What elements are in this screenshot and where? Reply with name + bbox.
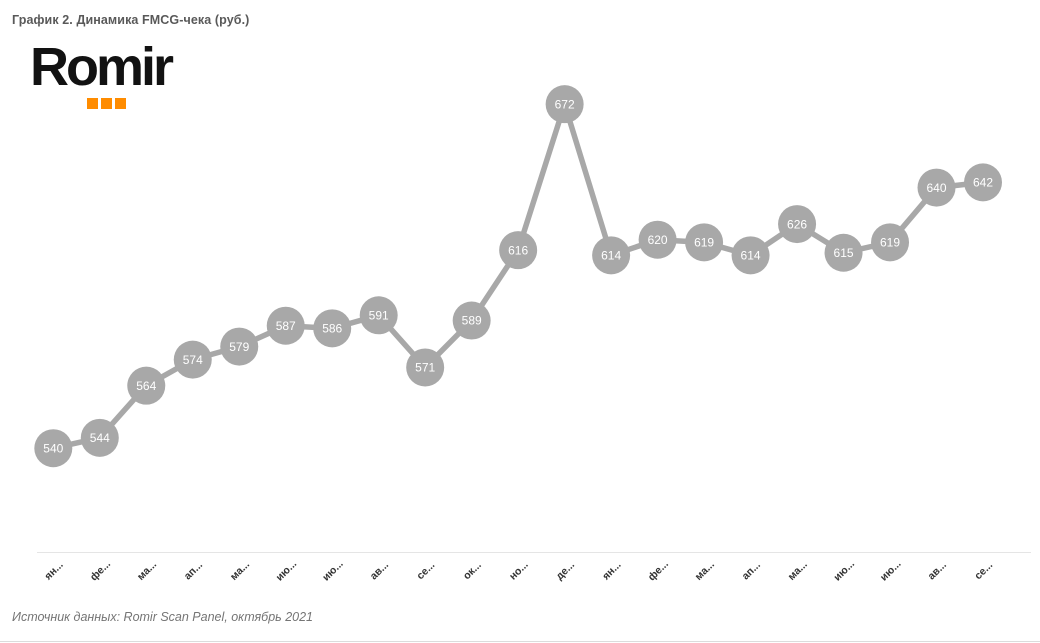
data-point-marker[interactable] [406,348,445,387]
x-axis-label: ав... [926,559,949,582]
x-axis-label: ап... [740,559,763,582]
logo-dot [87,98,98,109]
data-point-value: 587 [276,319,296,333]
data-point[interactable]: 614 [731,236,770,275]
data-point-value: 586 [322,322,342,336]
data-point-value: 579 [229,340,249,354]
data-point[interactable]: 619 [685,223,724,262]
data-point-marker[interactable] [731,236,770,275]
x-axis-label: де... [554,559,578,583]
data-point-marker[interactable] [313,309,352,348]
data-point-marker[interactable] [220,327,259,366]
data-point-value: 589 [462,314,482,328]
x-axis-label: ию... [878,558,904,584]
data-point-marker[interactable] [359,296,398,335]
data-point[interactable]: 540 [34,429,73,468]
data-point[interactable]: 616 [499,231,538,270]
data-point-marker[interactable] [685,223,724,262]
data-point[interactable]: 614 [592,236,631,275]
data-point-value: 540 [43,441,63,455]
data-point[interactable]: 591 [359,296,398,335]
data-point-value: 620 [648,233,668,247]
romir-logo-dots [87,98,126,109]
data-point[interactable]: 587 [266,306,305,345]
x-axis-label: фе... [88,558,113,583]
data-point-value: 614 [741,249,761,263]
data-point-marker[interactable] [592,236,631,275]
x-axis-label: но... [507,559,531,583]
data-point-marker[interactable] [127,366,166,405]
data-point-marker[interactable] [173,340,212,379]
data-point[interactable]: 586 [313,309,352,348]
data-point-marker[interactable] [917,168,956,207]
data-point-marker[interactable] [545,85,584,124]
x-axis-label: ма... [135,559,159,583]
data-point-marker[interactable] [80,418,119,457]
source-note: Источник данных: Romir Scan Panel, октяб… [12,610,314,624]
data-point-value: 616 [508,243,528,257]
data-point[interactable]: 626 [778,205,817,244]
x-axis-label: ап... [182,559,205,582]
data-point-value: 591 [369,309,389,323]
series-line [50,101,986,451]
data-point[interactable]: 640 [917,168,956,207]
x-axis-label: се... [414,559,437,582]
data-point[interactable]: 620 [638,220,677,259]
data-point-marker[interactable] [34,429,73,468]
x-axis-label: ма... [786,559,810,583]
chart-title: График 2. Динамика FMCG-чека (руб.) [12,13,250,27]
data-point[interactable]: 672 [545,85,584,124]
x-axis-label: се... [972,559,995,582]
data-point-marker[interactable] [499,231,538,270]
data-point[interactable]: 564 [127,366,166,405]
data-point[interactable]: 571 [406,348,445,387]
logo-dot [115,98,126,109]
data-point-marker[interactable] [824,233,863,272]
data-point-value: 544 [90,431,110,445]
data-point-value: 614 [601,249,621,263]
x-axis-label: ок... [461,559,484,582]
x-axis-label: ян... [600,559,624,583]
logo-dot [101,98,112,109]
data-point-marker[interactable] [452,301,491,340]
x-axis-label: ма... [228,559,252,583]
data-point-value: 640 [926,181,946,195]
data-point[interactable]: 642 [964,163,1002,202]
data-point-value: 615 [834,246,854,260]
romir-logo: Romir [30,40,180,112]
romir-logo-text: Romir [30,37,174,97]
data-point[interactable]: 615 [824,233,863,272]
data-point[interactable]: 579 [220,327,259,366]
data-point-value: 619 [694,236,714,250]
x-axis-label: ию... [320,558,346,584]
data-point[interactable]: 619 [871,223,910,262]
x-axis-label: ма... [693,559,717,583]
x-axis-label: фе... [646,558,671,583]
data-point[interactable]: 544 [80,418,119,457]
x-axis-label: ян... [42,559,66,583]
x-axis-label: ав... [368,559,391,582]
x-axis-label: ию... [831,558,857,584]
data-point-value: 626 [787,217,807,231]
bottom-divider [0,641,1040,642]
x-axis-label: ию... [274,558,300,584]
data-point-marker[interactable] [638,220,677,259]
data-point-marker[interactable] [778,205,817,244]
data-point-value: 564 [136,379,156,393]
data-point-marker[interactable] [871,223,910,262]
data-point-value: 571 [415,361,435,375]
data-point-value: 642 [973,176,993,190]
data-point-marker[interactable] [266,306,305,345]
data-point-value: 574 [183,353,203,367]
data-point[interactable]: 589 [452,301,491,340]
data-point-value: 672 [555,97,575,111]
data-point-marker[interactable] [964,163,1002,202]
data-point-value: 619 [880,236,900,250]
data-point[interactable]: 574 [173,340,212,379]
